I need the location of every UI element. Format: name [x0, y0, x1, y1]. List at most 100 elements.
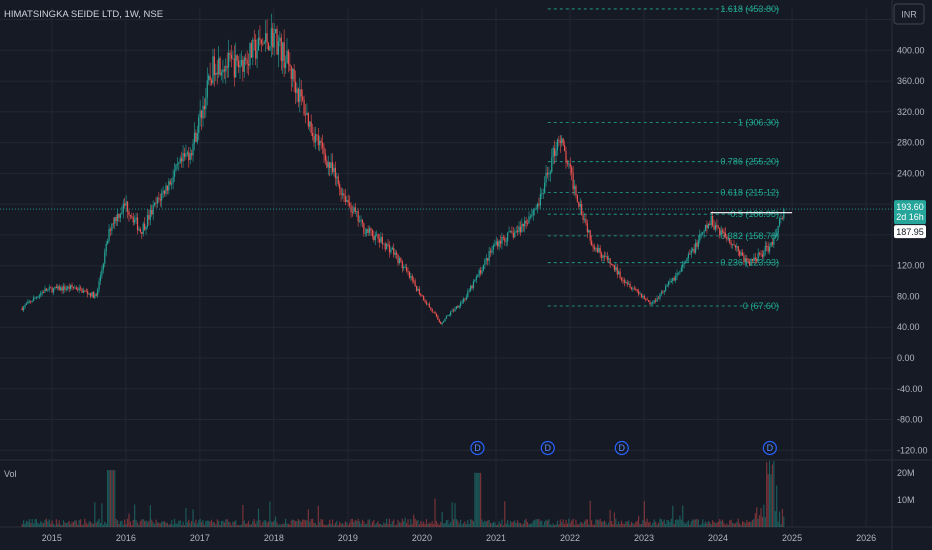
volume-bar: [743, 521, 745, 527]
volume-bar: [216, 519, 218, 527]
volume-bar: [434, 498, 436, 527]
candle-body: [460, 302, 462, 306]
candle-body: [566, 162, 569, 164]
candle-body: [116, 213, 119, 222]
volume-bar: [249, 524, 251, 527]
volume-bar: [518, 522, 520, 527]
volume-bar: [336, 520, 338, 527]
volume-bar: [610, 521, 613, 527]
volume-bar: [764, 517, 766, 527]
volume-bar: [630, 521, 633, 527]
time-axis[interactable]: 2015 2016 2017 2018 2019 2020 2021 2022 2023 2024…: [42, 533, 876, 543]
candle-body: [129, 215, 131, 217]
candle-body: [297, 88, 299, 102]
volume-bar: [354, 520, 356, 527]
candle-body: [276, 28, 278, 55]
candle-body: [333, 167, 335, 173]
volume-bar: [430, 523, 432, 527]
candle-body: [136, 217, 139, 231]
dividend-marker[interactable]: D: [762, 440, 777, 456]
candle-body: [88, 293, 90, 295]
volume-bar: [556, 520, 559, 527]
dividend-marker[interactable]: D: [614, 440, 629, 456]
candle-body: [376, 234, 378, 236]
volume-bar: [437, 523, 439, 527]
candle-body: [54, 286, 56, 289]
candle-body: [35, 297, 38, 299]
volume-bar: [558, 524, 560, 527]
volume-bar: [226, 519, 228, 527]
volume-bar: [600, 521, 603, 527]
candle-body: [153, 202, 156, 206]
volume-bar: [532, 520, 534, 527]
volume-bar: [396, 524, 398, 527]
volume-bar: [60, 524, 62, 527]
candle-body: [336, 176, 338, 179]
candle-body: [148, 215, 150, 220]
candle-body: [522, 223, 524, 227]
candle-body: [209, 75, 211, 81]
volume-bar: [329, 519, 331, 527]
volume-bar: [257, 508, 260, 527]
volume-bar: [699, 525, 701, 527]
candle-body: [408, 271, 411, 278]
volume-bar: [563, 524, 566, 527]
candle-body: [569, 163, 571, 168]
candle-body: [777, 226, 779, 234]
candle-body: [541, 193, 543, 195]
volume-bar: [535, 519, 537, 527]
candle-body: [578, 201, 580, 207]
candle-body: [763, 251, 765, 257]
candle-body: [243, 57, 245, 72]
candle-body: [757, 253, 759, 262]
price-axis[interactable]: 440.00400.00360.00320.00280.00240.00200.…: [897, 15, 928, 505]
candle-body: [102, 263, 104, 270]
volume-bar: [356, 520, 358, 527]
volume-bar: [704, 521, 707, 527]
candle-body: [760, 253, 762, 255]
volume-bar: [243, 520, 245, 527]
volume-bar: [156, 522, 159, 527]
volume-bar: [367, 519, 369, 527]
volume-bar: [263, 520, 265, 527]
volume-bar: [339, 521, 341, 527]
candle-body: [304, 114, 307, 116]
candle-body: [573, 185, 576, 190]
volume-bar: [193, 522, 196, 527]
candle-body: [98, 280, 100, 290]
volume-bar: [572, 518, 574, 527]
candle-body: [165, 185, 167, 195]
candle-body: [366, 228, 368, 234]
volume-bar: [710, 524, 712, 527]
dividend-marker[interactable]: D: [470, 440, 485, 456]
candle-body: [371, 230, 374, 236]
dividend-marker[interactable]: D: [540, 440, 555, 456]
candle-body: [622, 280, 624, 281]
currency-button[interactable]: INR: [893, 3, 925, 25]
candle-body: [464, 298, 466, 300]
candle-body: [357, 211, 359, 222]
volume-bar: [737, 518, 739, 527]
volume-bar: [256, 520, 258, 527]
candle-body: [702, 232, 704, 234]
candle-body: [501, 237, 503, 244]
candle-body: [222, 69, 224, 73]
candle-body: [414, 280, 416, 286]
candle-body: [534, 209, 536, 210]
candle-body: [499, 240, 502, 244]
candle-body: [138, 229, 140, 231]
volume-bar: [58, 520, 60, 527]
candle-body: [30, 301, 32, 303]
candle-body: [257, 37, 260, 51]
volume-bar: [75, 520, 77, 527]
candle-body: [41, 292, 43, 294]
volume-bar: [327, 523, 329, 527]
candle-body: [283, 42, 285, 69]
candle-body: [341, 193, 344, 196]
volume-bar: [447, 519, 449, 527]
candle-body: [421, 295, 423, 297]
dividend-marker-circle: [762, 440, 777, 456]
candle-body: [505, 241, 507, 243]
